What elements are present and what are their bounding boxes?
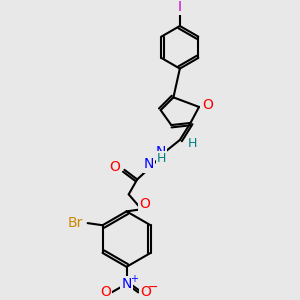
Text: O: O: [202, 98, 213, 112]
Text: O: O: [100, 285, 111, 299]
Text: N: N: [155, 145, 166, 159]
Text: Br: Br: [67, 216, 83, 230]
Text: H: H: [157, 152, 166, 165]
Text: O: O: [140, 285, 151, 299]
Text: O: O: [139, 197, 150, 211]
Text: +: +: [130, 274, 138, 284]
Text: −: −: [148, 280, 158, 293]
Text: N: N: [122, 277, 132, 291]
Text: N: N: [144, 158, 154, 172]
Text: H: H: [188, 137, 197, 150]
Text: O: O: [110, 160, 120, 174]
Text: I: I: [178, 0, 182, 14]
